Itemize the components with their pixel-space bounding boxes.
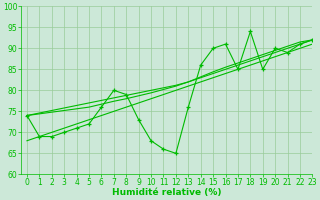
X-axis label: Humidité relative (%): Humidité relative (%) — [112, 188, 221, 197]
